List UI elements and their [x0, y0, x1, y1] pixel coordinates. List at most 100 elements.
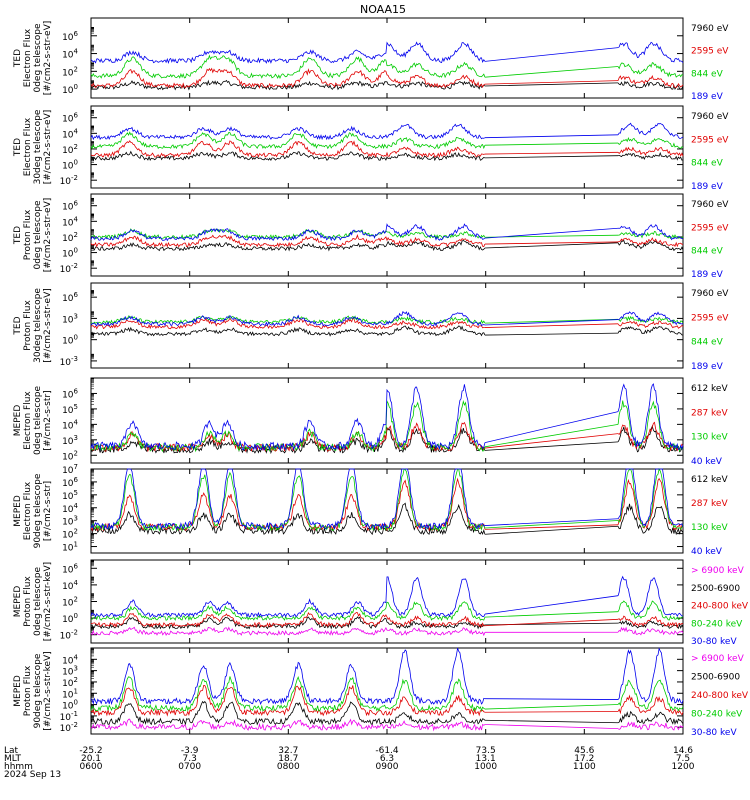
panel-frame — [90, 647, 684, 735]
y-axis-label: [#/cm2-s-str] — [43, 390, 53, 450]
chart-title: NOAA15 — [360, 3, 406, 16]
y-axis-label: TED — [13, 316, 23, 335]
gap-connector — [484, 151, 619, 155]
series-line — [90, 384, 486, 451]
series-line — [90, 626, 486, 637]
series-line — [617, 137, 684, 149]
gap-connector — [484, 618, 619, 627]
legend-entry: 40 keV — [691, 547, 723, 557]
y-tick-label: 10-2 — [60, 721, 78, 734]
series-line — [90, 718, 486, 732]
x-tick-label-hhmm: 0600 — [80, 762, 103, 772]
series-line — [90, 131, 486, 150]
y-tick-label: 102 — [62, 143, 78, 156]
legend-entry: 844 eV — [691, 247, 724, 257]
panel-3: 106 104 102 100 10-2 TED Proton Flux 0deg teles… — [13, 193, 729, 280]
x-tick-label-mlt: 7.5 — [676, 754, 690, 764]
y-tick-label: 101 — [62, 541, 78, 554]
y-tick-label: 102 — [62, 231, 78, 244]
y-tick-label: 104 — [62, 48, 78, 61]
series-line — [617, 477, 684, 531]
x-tick-label-lat: -3.9 — [181, 746, 199, 756]
y-axis-label: 30deg telescope — [33, 109, 43, 184]
series-line — [618, 311, 684, 326]
legend-entry: 2595 eV — [691, 135, 729, 145]
series-line — [90, 700, 486, 726]
y-axis-label: 90deg telescope — [33, 473, 43, 548]
series-line — [90, 468, 486, 531]
legend-entry: 287 keV — [691, 499, 728, 509]
series-line — [617, 237, 684, 248]
gap-connector — [484, 525, 619, 535]
legend-entry: 612 keV — [691, 384, 728, 394]
gap-connector — [484, 82, 619, 87]
gap-connector — [484, 611, 619, 618]
series-line — [618, 230, 684, 240]
series-line — [90, 54, 486, 79]
y-axis-label: [#/cm2-s-str] — [43, 481, 53, 541]
x-tick-label-mlt: 13.1 — [476, 754, 496, 764]
series-line — [90, 325, 486, 337]
panel-4: 106 103 100 10-3 TED Proton Flux 30deg telesco… — [13, 282, 729, 372]
panel-7: 106 104 102 100 10-2 MEPED Proton Flux 0deg tel… — [13, 559, 749, 647]
gap-connector — [484, 518, 619, 526]
panel-2: 106 104 102 100 10-2 TED Electron Flux 30deg te… — [13, 105, 729, 192]
y-axis-label: 0deg telescope — [33, 200, 43, 270]
y-tick-label: 10-2 — [60, 262, 78, 275]
y-tick-label: 102 — [62, 449, 78, 462]
series-line — [90, 317, 485, 330]
legend-entry: 240-800 keV — [691, 602, 749, 612]
x-tick-label-mlt: 6.3 — [380, 754, 394, 764]
series-line — [617, 383, 684, 451]
series-line — [618, 619, 684, 630]
series-line — [90, 41, 486, 64]
y-tick-label: 103 — [62, 434, 78, 447]
y-tick-label: 10-2 — [60, 629, 78, 642]
y-axis-label: 90deg telescope — [33, 653, 43, 728]
series-line — [617, 503, 684, 536]
legend-entry: 80-240 keV — [691, 619, 743, 629]
series-line — [617, 615, 684, 629]
series-line — [617, 710, 684, 726]
series-line — [90, 611, 485, 628]
x-tick-label-hhmm: 1000 — [474, 762, 497, 772]
y-tick-label: 104 — [62, 653, 78, 666]
y-tick-label: 104 — [62, 127, 78, 140]
y-axis-label: TED — [13, 138, 23, 157]
gap-connector — [484, 155, 619, 159]
series-line — [617, 151, 684, 161]
x-tick-label-lat: -25.2 — [79, 746, 102, 756]
legend-entry: 2595 eV — [691, 223, 729, 233]
series-line — [90, 123, 486, 141]
y-tick-label: 102 — [62, 528, 78, 541]
gap-connector — [484, 80, 619, 85]
x-row-label: MLT — [4, 754, 22, 764]
y-tick-label: 10-2 — [60, 174, 78, 187]
y-axis-label: [#/cm2-s-str-eV] — [43, 110, 53, 185]
y-axis-label: 0deg telescope — [33, 386, 43, 456]
y-axis-label: 30deg telescope — [33, 288, 43, 363]
legend-entry: 80-240 keV — [691, 710, 743, 720]
y-tick-label: 103 — [62, 665, 78, 678]
gap-connector — [484, 323, 619, 328]
legend-entry: 130 keV — [691, 433, 728, 443]
panel-frame — [90, 193, 684, 277]
y-axis-label: Proton Flux — [23, 576, 33, 627]
y-tick-label: 100 — [62, 699, 78, 712]
x-tick-label-hhmm: 0800 — [277, 762, 300, 772]
panel-5: 106 105 104 103 102 MEPED Electron Flux 0deg te… — [13, 377, 728, 467]
series-line — [90, 601, 486, 622]
gap-connector — [484, 441, 619, 451]
series-line — [617, 647, 684, 704]
y-tick-label: 104 — [62, 215, 78, 228]
legend-entry: 189 eV — [691, 362, 724, 372]
legend-entry: 7960 eV — [691, 200, 729, 210]
y-tick-label: 106 — [62, 30, 78, 43]
series-line — [617, 467, 684, 531]
series-line — [90, 647, 486, 706]
legend-entry: 844 eV — [691, 338, 724, 348]
y-tick-label: 101 — [62, 687, 78, 700]
gap-connector — [484, 411, 619, 444]
y-axis-label: [#/cm2-s-str-keV] — [43, 562, 53, 641]
series-line — [90, 67, 486, 90]
